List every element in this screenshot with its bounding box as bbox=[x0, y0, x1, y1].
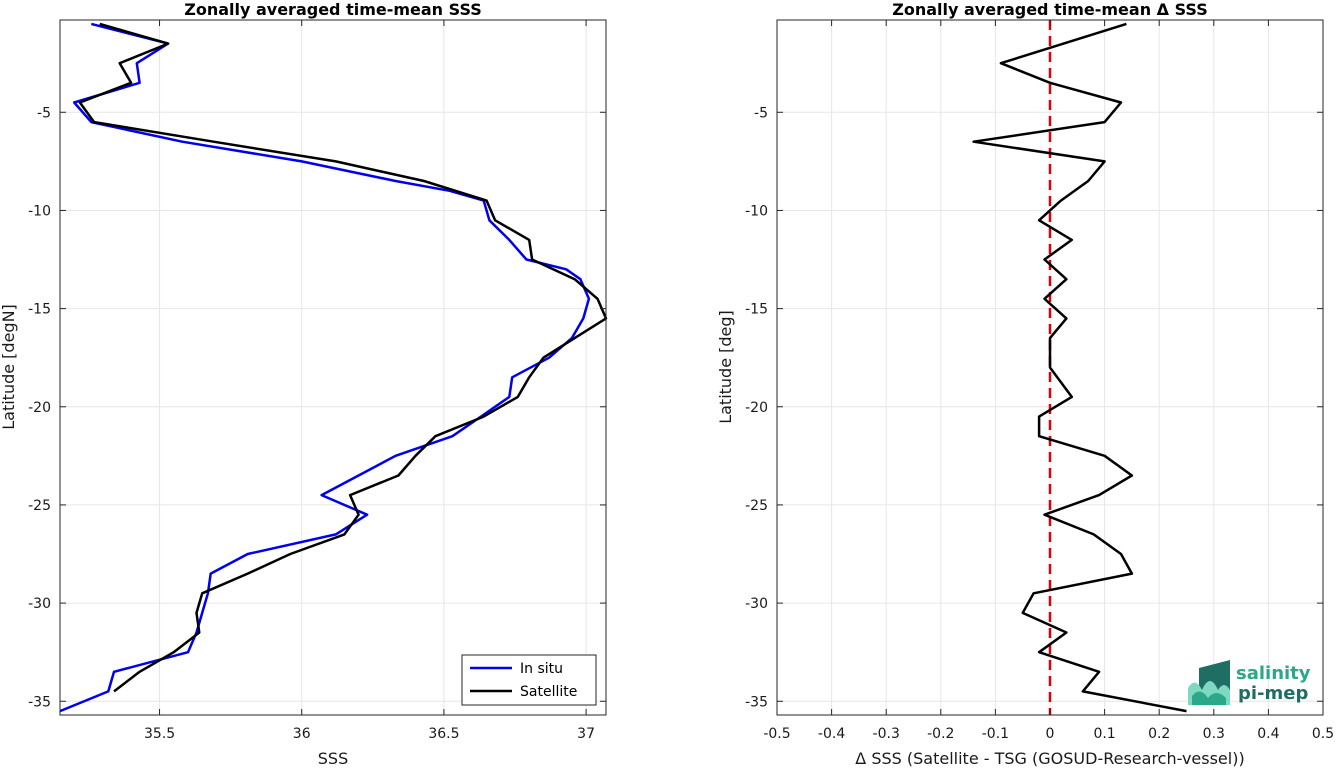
left-chart-title: Zonally averaged time-mean SSS bbox=[184, 0, 482, 19]
right-y-tick-label: -10 bbox=[745, 203, 768, 219]
right-x-tick-label: -0.4 bbox=[818, 726, 845, 742]
left-y-tick-label: -30 bbox=[28, 596, 51, 612]
legend-box bbox=[461, 654, 597, 706]
right-x-tick-label: -0.2 bbox=[927, 726, 954, 742]
logo-wave-icon bbox=[1188, 660, 1230, 705]
left-x-tick-label: 36 bbox=[293, 726, 311, 742]
logo-text-pi-mep: pi-mep bbox=[1238, 683, 1308, 704]
salinity-pi-mep-logo: salinity pi-mep bbox=[1188, 660, 1311, 705]
right-x-tick-label: 0.5 bbox=[1312, 726, 1334, 742]
left-y-tick-label: -35 bbox=[28, 694, 51, 710]
left-x-tick-label: 37 bbox=[577, 726, 595, 742]
right-panel: -0.5 -0.4 -0.3 -0.2 -0.1 0 0.1 0.2 0.3 0.4 0.5 -35 -… bbox=[716, 0, 1334, 768]
left-y-tick-label: -15 bbox=[28, 302, 51, 318]
right-chart-title: Zonally averaged time-mean Δ SSS bbox=[892, 0, 1208, 19]
right-y-tick-label: -25 bbox=[745, 498, 768, 514]
right-y-axis-label: Latitude [deg] bbox=[716, 310, 735, 424]
right-x-tick-label: 0.2 bbox=[1148, 726, 1170, 742]
right-series-line-series-0 bbox=[972, 22, 1187, 713]
left-y-axis-label: Latitude [degN] bbox=[0, 304, 18, 430]
right-x-tick-label: 0.3 bbox=[1203, 726, 1225, 742]
right-y-tick-label: -5 bbox=[754, 105, 768, 121]
right-y-tick-label: -35 bbox=[745, 694, 768, 710]
left-y-tick-label: -5 bbox=[37, 105, 51, 121]
right-x-tick-label: -0.5 bbox=[763, 726, 790, 742]
left-x-axis-label: SSS bbox=[318, 749, 348, 768]
right-x-tick-label: 0 bbox=[1046, 726, 1055, 742]
right-y-tick-label: -20 bbox=[745, 400, 768, 416]
right-y-tick-label: -15 bbox=[745, 302, 768, 318]
left-series-line-in-situ bbox=[59, 22, 591, 713]
right-x-tick-label: 0.4 bbox=[1257, 726, 1279, 742]
right-x-tick-label: -0.3 bbox=[873, 726, 900, 742]
left-x-tick-label: 36.5 bbox=[428, 726, 459, 742]
right-x-tick-label: 0.1 bbox=[1093, 726, 1115, 742]
left-y-tick-label: -10 bbox=[28, 203, 51, 219]
left-series-line-satellite bbox=[78, 22, 608, 693]
right-y-tick-label: -30 bbox=[745, 596, 768, 612]
left-plot-frame bbox=[59, 19, 607, 716]
left-x-tick-label: 35.5 bbox=[144, 726, 175, 742]
left-y-tick-label: -20 bbox=[28, 400, 51, 416]
left-y-tick-label: -25 bbox=[28, 498, 51, 514]
legend-label-in-situ: In situ bbox=[520, 661, 563, 677]
logo-text-salinity: salinity bbox=[1236, 663, 1311, 684]
legend: In situ Satellite bbox=[461, 654, 597, 706]
left-panel: 35.5 36 36.5 37 -35 -30 -25 -20 -15 -10 -5 Zonally… bbox=[0, 0, 608, 768]
right-x-axis-label: Δ SSS (Satellite - TSG (GOSUD-Research-v… bbox=[855, 749, 1244, 768]
legend-label-satellite: Satellite bbox=[520, 684, 577, 700]
right-x-tick-label: -0.1 bbox=[982, 726, 1009, 742]
